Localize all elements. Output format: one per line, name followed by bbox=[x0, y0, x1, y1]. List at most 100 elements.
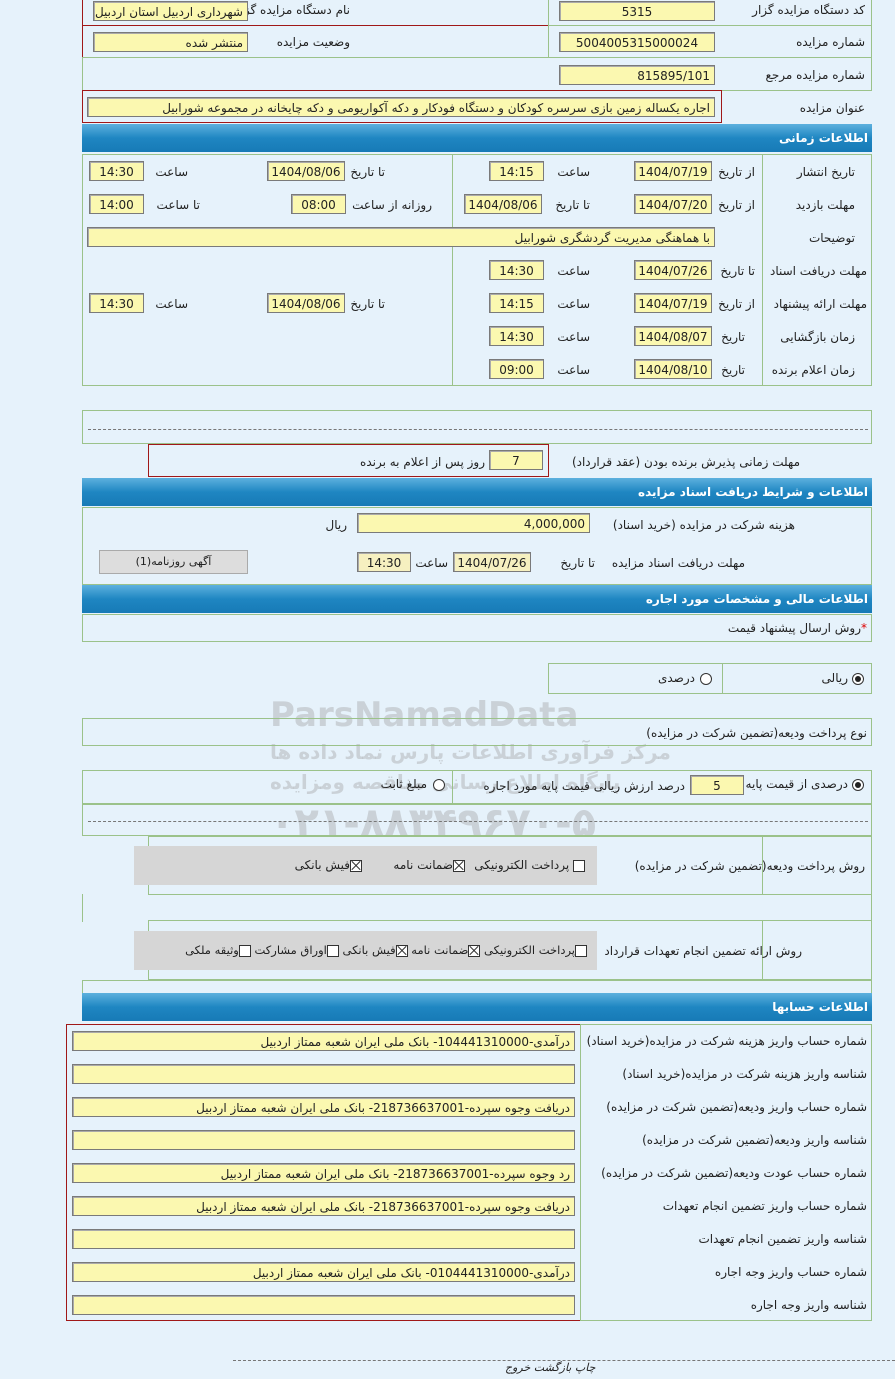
account-field[interactable]: درآمدی-0104441310000- بانک ملی ایران شعب… bbox=[72, 1262, 575, 1282]
deposit-percent-label: درصدی از قیمت پایه bbox=[745, 777, 848, 791]
guarantee-method-group bbox=[134, 931, 597, 970]
guarantee-label: روش ارائه تضمین انجام تعهدات قرارداد bbox=[604, 944, 802, 958]
publish-label: تاریخ انتشار bbox=[796, 165, 855, 179]
title-field[interactable]: اجاره یکساله زمین بازی سرسره کودکان و دس… bbox=[87, 97, 715, 117]
docs-time-field[interactable]: 14:30 bbox=[357, 552, 411, 572]
fixed-amount-radio[interactable] bbox=[433, 779, 445, 791]
deposit-method-guarantee[interactable]: ضمانت نامه bbox=[393, 858, 465, 872]
watermark-brand: ParsNamadData bbox=[270, 695, 579, 735]
guarantee-methods[interactable]: پرداخت الکترونیکی ضمانت نامه فیش بانکی ا… bbox=[185, 943, 587, 957]
org-code-field[interactable]: 5315 bbox=[559, 1, 715, 21]
publish-from-time-field[interactable]: 14:15 bbox=[489, 161, 544, 181]
ref-no-label: شماره مزایده مرجع bbox=[765, 68, 865, 82]
account-label: شناسه واریز تضمین انجام تعهدات bbox=[698, 1232, 868, 1246]
currency-label: ریال bbox=[325, 518, 347, 532]
notes-field[interactable]: با هماهنگی مدیریت گردشگری شورابیل bbox=[87, 227, 715, 247]
offer-from-time-field[interactable]: 14:15 bbox=[489, 293, 544, 313]
watermark-line2: پایگاه اطلاع رسانی مناقصه ومزایده bbox=[270, 770, 621, 794]
time-label: ساعت bbox=[557, 264, 590, 278]
rial-radio[interactable] bbox=[852, 673, 864, 685]
opening-date-field[interactable]: 1404/08/07 bbox=[634, 326, 712, 346]
percent-cell bbox=[548, 663, 723, 694]
deposit-percent-field[interactable]: 5 bbox=[690, 775, 744, 795]
visit-from-field[interactable]: 1404/07/20 bbox=[634, 194, 712, 214]
publish-to-time-field[interactable]: 14:30 bbox=[89, 161, 144, 181]
fee-label: هزینه شرکت در مزایده (خرید اسناد) bbox=[612, 518, 795, 532]
percent-radio[interactable] bbox=[700, 673, 712, 685]
docs-to-field[interactable]: 1404/07/26 bbox=[634, 260, 712, 280]
back-link[interactable]: بازگشت bbox=[533, 1361, 572, 1374]
account-label: شناسه واریز ودیعه(تضمین شرکت در مزایده) bbox=[642, 1133, 867, 1147]
to-time-label: تا ساعت bbox=[156, 198, 200, 212]
docs-deadline-label: مهلت دریافت اسناد مزایده bbox=[611, 556, 745, 570]
time-label: ساعت bbox=[557, 330, 590, 344]
rial-label: ریالی bbox=[821, 671, 848, 685]
divider bbox=[88, 821, 868, 822]
offer-label: مهلت ارائه پیشنهاد bbox=[773, 297, 867, 311]
account-field[interactable]: رد وجوه سپرده-218736637001- بانک ملی ایر… bbox=[72, 1163, 575, 1183]
exit-link[interactable]: خروج bbox=[505, 1361, 531, 1374]
acceptance-days-field[interactable]: 7 bbox=[489, 450, 543, 470]
winner-label: زمان اعلام برنده bbox=[771, 363, 855, 377]
deposit-percent-row bbox=[82, 770, 872, 804]
to-date-label: تا تاریخ bbox=[350, 165, 385, 179]
newspaper-ad-button[interactable]: آگهی روزنامه(1) bbox=[99, 550, 248, 574]
winner-time-field[interactable]: 09:00 bbox=[489, 359, 544, 379]
footer-links: چاپ بازگشت خروج bbox=[505, 1361, 595, 1374]
offer-from-field[interactable]: 1404/07/19 bbox=[634, 293, 712, 313]
deposit-method-electronic[interactable]: پرداخت الکترونیکی bbox=[474, 858, 585, 872]
auction-no-field[interactable]: 5004005315000024 bbox=[559, 32, 715, 52]
account-field[interactable]: دریافت وجوه سپرده-218736637001- بانک ملی… bbox=[72, 1196, 575, 1216]
ref-no-field[interactable]: 815895/101 bbox=[559, 65, 715, 85]
deposit-method-bank-slip[interactable]: فیش بانکی bbox=[295, 858, 362, 872]
account-field[interactable] bbox=[72, 1130, 575, 1150]
visit-label: مهلت بازدید bbox=[795, 198, 855, 212]
deposit-method-label: روش پرداخت ودیعه(تضمین شرکت در مزایده) bbox=[634, 859, 865, 873]
spacer-row bbox=[82, 410, 872, 444]
print-link[interactable]: چاپ bbox=[574, 1361, 596, 1374]
time-label: ساعت bbox=[415, 556, 448, 570]
account-field[interactable]: درآمدی-104441310000- بانک ملی ایران شعبه… bbox=[72, 1031, 575, 1051]
from-date-label: از تاریخ bbox=[718, 297, 755, 311]
docs-time-field[interactable]: 14:30 bbox=[489, 260, 544, 280]
timing-table bbox=[82, 154, 872, 386]
time-label: ساعت bbox=[155, 165, 188, 179]
deposit-percent-suffix: درصد ارزش ریالی قیمت پایه مورد اجاره bbox=[483, 779, 685, 793]
account-label: شماره حساب واریز وجه اجاره bbox=[714, 1265, 867, 1279]
deposit-percent-radio[interactable] bbox=[852, 779, 864, 791]
winner-date-field[interactable]: 1404/08/10 bbox=[634, 359, 712, 379]
percent-label: درصدی bbox=[657, 671, 695, 685]
org-name-field[interactable]: شهرداری اردبیل استان اردبیل bbox=[93, 1, 248, 21]
date-label: تاریخ bbox=[721, 330, 745, 344]
docs-date-field[interactable]: 1404/07/26 bbox=[453, 552, 531, 572]
account-label: شماره حساب واریز ودیعه(تضمین شرکت در مزا… bbox=[606, 1100, 867, 1114]
notes-label: توضیحات bbox=[808, 231, 855, 245]
general-row3 bbox=[82, 57, 872, 91]
timing-header: اطلاعات زمانی bbox=[82, 124, 872, 152]
fee-field[interactable]: 4,000,000 bbox=[357, 513, 590, 533]
account-label: شناسه واریز وجه اجاره bbox=[750, 1298, 867, 1312]
account-field[interactable] bbox=[72, 1229, 575, 1249]
visit-to-time-field[interactable]: 14:00 bbox=[89, 194, 144, 214]
documents-table bbox=[82, 507, 872, 585]
status-field[interactable]: منتشر شده bbox=[93, 32, 248, 52]
accounts-labels-box bbox=[580, 1024, 872, 1321]
to-date-label: تا تاریخ bbox=[555, 198, 590, 212]
account-field[interactable] bbox=[72, 1295, 575, 1315]
publish-to-field[interactable]: 1404/08/06 bbox=[267, 161, 345, 181]
visit-to-field[interactable]: 1404/08/06 bbox=[464, 194, 542, 214]
offer-to-field[interactable]: 1404/08/06 bbox=[267, 293, 345, 313]
visit-daily-from-field[interactable]: 08:00 bbox=[291, 194, 346, 214]
from-date-label: از تاریخ bbox=[718, 165, 755, 179]
offer-to-time-field[interactable]: 14:30 bbox=[89, 293, 144, 313]
deposit-method-group bbox=[134, 846, 597, 885]
publish-from-field[interactable]: 1404/07/19 bbox=[634, 161, 712, 181]
checkbox-checked bbox=[453, 859, 465, 872]
account-field[interactable]: دریافت وجوه سپرده-218736637001- بانک ملی… bbox=[72, 1097, 575, 1117]
account-label: شماره حساب واریز تضمین انجام تعهدات bbox=[662, 1199, 867, 1213]
opening-time-field[interactable]: 14:30 bbox=[489, 326, 544, 346]
account-field[interactable] bbox=[72, 1064, 575, 1084]
footer-divider bbox=[233, 1360, 895, 1361]
date-label: تاریخ bbox=[721, 363, 745, 377]
from-date-label: از تاریخ bbox=[718, 198, 755, 212]
